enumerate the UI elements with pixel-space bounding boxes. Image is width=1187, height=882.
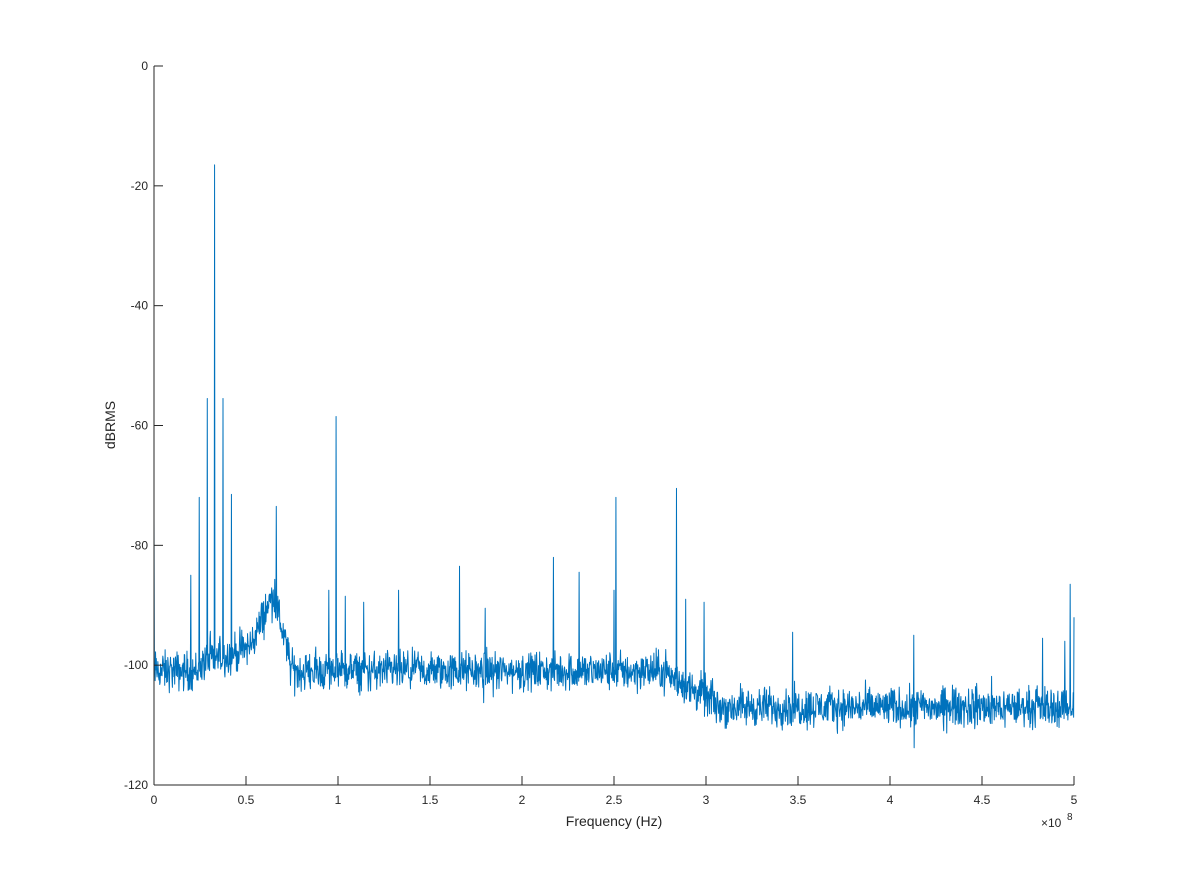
y-tick-label: -60 [131, 419, 149, 433]
x-tick-label: 4.5 [974, 793, 991, 807]
x-tick-label: 2 [519, 793, 526, 807]
spectrum-line [153, 164, 1075, 749]
y-tick-label: -120 [124, 778, 148, 792]
x-tick-label: 0 [151, 793, 158, 807]
x-tick-label: 3.5 [790, 793, 807, 807]
y-ticks: 0 -20 -40 -60 -80 -100 -120 [124, 59, 163, 792]
plot-area [153, 164, 1075, 749]
x-ticks: 0 0.5 1 1.5 2 2.5 3 3.5 4 4.5 5 [151, 776, 1078, 807]
x-axis-label: Frequency (Hz) [566, 813, 662, 829]
x-tick-label: 1 [335, 793, 342, 807]
x-tick-label: 1.5 [422, 793, 439, 807]
y-tick-label: 0 [141, 59, 148, 73]
y-tick-label: -20 [131, 179, 149, 193]
y-tick-label: -80 [131, 538, 149, 552]
x-tick-label: 4 [887, 793, 894, 807]
y-axis-label: dBRMS [102, 401, 118, 449]
y-tick-label: -100 [124, 658, 148, 672]
x-tick-label: 2.5 [606, 793, 623, 807]
x-tick-label: 0.5 [238, 793, 255, 807]
x-exponent-power: 8 [1067, 812, 1073, 823]
x-exponent-label: ×10 [1041, 816, 1062, 830]
x-tick-label: 3 [703, 793, 710, 807]
x-tick-label: 5 [1071, 793, 1078, 807]
y-tick-label: -40 [131, 299, 149, 313]
